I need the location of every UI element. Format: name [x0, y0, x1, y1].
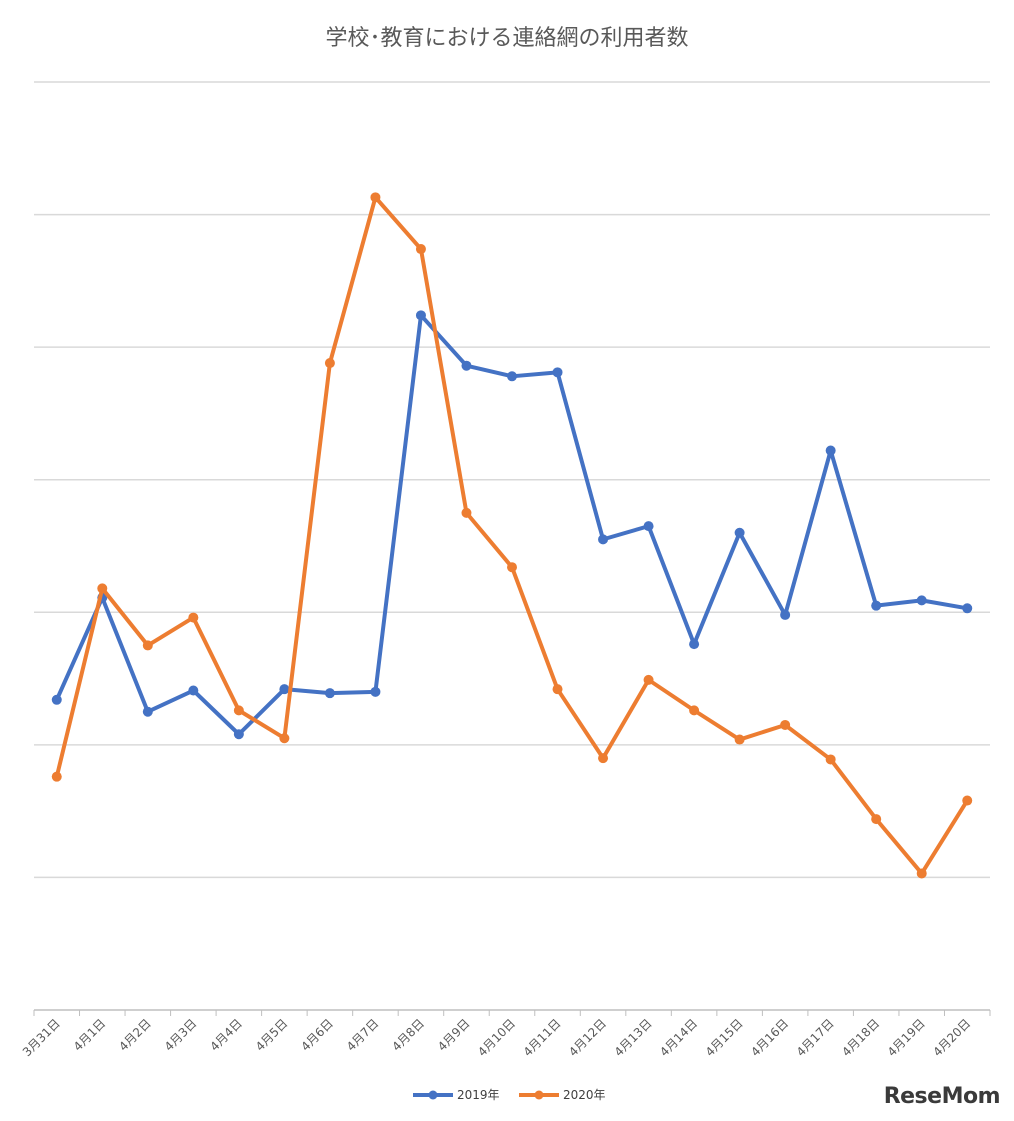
data-point [871, 600, 882, 611]
data-point [142, 640, 153, 651]
data-point [188, 612, 199, 623]
data-point [916, 595, 927, 606]
data-point [643, 521, 654, 532]
x-tick-label: 4月4日 [207, 1016, 245, 1054]
data-point [598, 753, 609, 764]
data-point [734, 734, 745, 745]
x-axis-ticks: 3月31日 4月1日 4月2日 4月3日 4月4日 4月5日 4月6日 4月7日 4月8日 4月9… [20, 1010, 991, 1059]
data-point [780, 719, 791, 730]
x-tick-label: 4月8日 [389, 1016, 427, 1054]
data-point [188, 685, 199, 696]
data-point [51, 771, 62, 782]
data-point [233, 705, 244, 716]
x-tick-label: 4月6日 [298, 1016, 336, 1054]
data-point [324, 688, 335, 699]
series-1 [51, 192, 973, 879]
data-point [370, 686, 381, 697]
gridlines [34, 81, 990, 1011]
legend-label: 2019年 [457, 1088, 500, 1102]
x-tick-label: 4月9日 [435, 1016, 473, 1054]
legend-item-1: 2020年 [519, 1088, 606, 1102]
x-tick-label: 4月14日 [657, 1016, 700, 1059]
data-point [825, 445, 836, 456]
x-tick-label: 4月16日 [748, 1016, 791, 1059]
data-point [142, 706, 153, 717]
data-point [962, 603, 973, 614]
data-point [97, 583, 108, 594]
data-point [689, 639, 700, 650]
x-tick-label: 4月19日 [885, 1016, 928, 1059]
legend-item-0: 2019年 [413, 1088, 500, 1102]
legend-swatch-marker [534, 1090, 544, 1100]
data-point [233, 729, 244, 740]
legend: 2019年 2020年 [413, 1088, 606, 1102]
data-point [507, 562, 517, 573]
x-tick-label: 4月7日 [344, 1016, 382, 1054]
data-point [962, 795, 973, 806]
data-point [461, 360, 472, 371]
data-point [598, 534, 609, 545]
x-tick-label: 4月2日 [116, 1016, 154, 1054]
data-point [643, 674, 654, 685]
series-layer [51, 192, 973, 879]
x-tick-label: 3月31日 [20, 1016, 63, 1059]
data-point [871, 814, 882, 825]
legend-label: 2020年 [563, 1088, 606, 1102]
data-point [552, 367, 563, 378]
resemom-logo: ReseMom [883, 1084, 1001, 1109]
data-point [279, 733, 290, 744]
x-tick-label: 4月11日 [521, 1016, 564, 1059]
data-point [689, 705, 700, 716]
data-point [461, 507, 472, 518]
x-tick-label: 4月13日 [612, 1016, 655, 1059]
data-point [507, 371, 517, 382]
data-point [279, 684, 290, 695]
data-point [552, 684, 563, 695]
x-tick-label: 4月12日 [566, 1016, 609, 1059]
data-point [415, 244, 426, 255]
data-point [734, 527, 745, 538]
x-tick-label: 4月5日 [253, 1016, 291, 1054]
x-tick-label: 4月18日 [839, 1016, 882, 1059]
data-point [916, 868, 927, 879]
legend-swatch-marker [428, 1090, 438, 1100]
chart-title: 学校･教育における連絡網の利用者数 [325, 26, 688, 51]
data-point [415, 310, 426, 321]
x-tick-label: 4月20日 [930, 1016, 973, 1059]
x-tick-label: 4月15日 [703, 1016, 746, 1059]
data-point [324, 358, 335, 369]
data-point [780, 609, 791, 620]
series-line [54, 195, 969, 876]
x-tick-label: 4月10日 [475, 1016, 518, 1059]
data-point [370, 192, 381, 203]
x-tick-label: 4月1日 [71, 1016, 109, 1054]
x-tick-label: 4月17日 [794, 1016, 837, 1059]
data-point [51, 694, 62, 705]
data-point [825, 754, 836, 765]
series-0 [51, 310, 973, 740]
x-tick-label: 4月3日 [162, 1016, 200, 1054]
